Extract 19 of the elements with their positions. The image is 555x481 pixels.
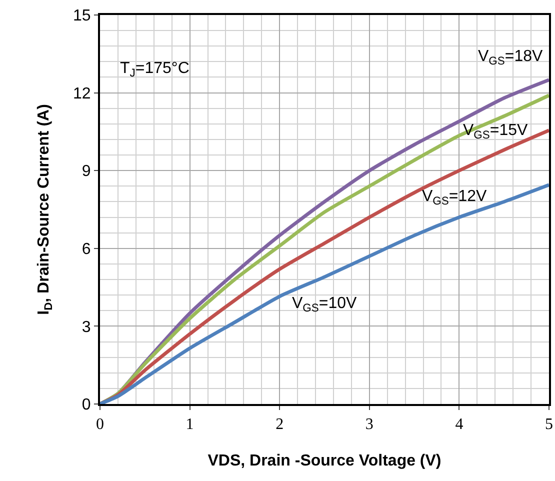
series-label: V$_{GS}$=10V xyxy=(292,295,357,314)
y-tick-label: 6 xyxy=(82,241,91,258)
x-tick-label: 2 xyxy=(276,416,284,434)
series-label: V$_{GS}$=12V xyxy=(422,188,487,208)
y-tick-label: 3 xyxy=(82,318,91,336)
x-tick-label: 4 xyxy=(455,416,464,434)
x-tick-label: 1 xyxy=(186,416,194,434)
annotation: T$_{J}$=175°C xyxy=(120,60,190,80)
x-tick-label: 0 xyxy=(96,416,104,434)
y-tick-label: 0 xyxy=(82,396,91,414)
y-tick-label: 12 xyxy=(73,85,91,102)
x-tick-label: 5 xyxy=(545,416,553,434)
y-tick-label: 15 xyxy=(73,8,91,25)
line-series xyxy=(100,183,549,404)
series-label: V$_{GS}$=15V xyxy=(463,122,528,142)
y-tick-label: 9 xyxy=(82,163,91,180)
x-tick-label: 3 xyxy=(365,416,374,434)
series-label: V$_{GS}$=18V xyxy=(478,48,543,68)
x-axis-title: VDS, Drain -Source Voltage (V) xyxy=(208,452,442,470)
